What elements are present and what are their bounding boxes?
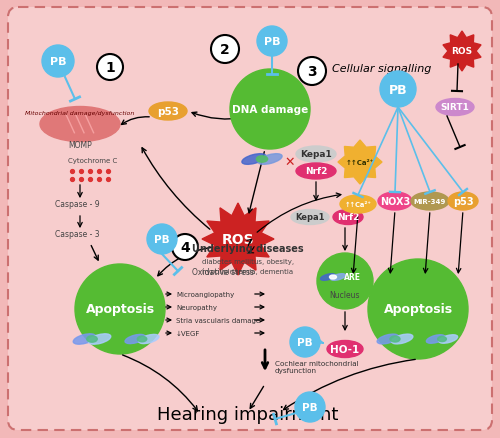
Ellipse shape [242,154,266,165]
Text: PB: PB [302,402,318,412]
Text: Stria vascularis damage: Stria vascularis damage [176,317,260,323]
Text: MIR-349: MIR-349 [414,198,446,205]
Ellipse shape [138,335,159,344]
Ellipse shape [291,210,329,225]
Text: Neuropathy: Neuropathy [176,304,217,310]
Text: ↑↑Ca²⁺: ↑↑Ca²⁺ [344,201,372,208]
Text: ↓VEGF: ↓VEGF [176,330,201,336]
Ellipse shape [438,337,446,342]
Ellipse shape [256,156,268,163]
Circle shape [257,27,287,57]
Text: p53: p53 [157,107,179,117]
Text: 1: 1 [105,61,115,75]
Ellipse shape [87,336,97,343]
Text: hypolipidaemia, dementia: hypolipidaemia, dementia [202,268,294,274]
Polygon shape [338,141,382,184]
Ellipse shape [333,210,363,225]
Text: ✕: ✕ [285,155,295,168]
Ellipse shape [377,334,398,344]
Circle shape [298,58,326,86]
Text: Nrf2: Nrf2 [305,167,327,176]
Text: 4: 4 [180,240,190,254]
Ellipse shape [330,276,336,279]
Circle shape [97,55,123,81]
Ellipse shape [439,335,458,343]
Circle shape [75,265,165,354]
Ellipse shape [340,195,376,213]
Circle shape [230,70,310,150]
Text: 2: 2 [220,43,230,57]
Ellipse shape [436,99,474,116]
Circle shape [317,254,373,309]
Ellipse shape [258,154,282,165]
Ellipse shape [392,334,413,344]
Text: Cellular signalling: Cellular signalling [332,64,432,74]
Text: Kepa1: Kepa1 [295,213,325,222]
Text: ROS: ROS [452,47,472,57]
Ellipse shape [149,103,187,121]
Circle shape [211,36,239,64]
Ellipse shape [411,193,449,211]
Text: ↑↑Ca²⁺: ↑↑Ca²⁺ [346,159,374,166]
Circle shape [290,327,320,357]
Text: Cochlear mitochondrial
dysfunction: Cochlear mitochondrial dysfunction [275,360,358,374]
Circle shape [147,225,177,254]
Text: Oxidative stress: Oxidative stress [192,267,254,276]
Ellipse shape [296,147,336,162]
Ellipse shape [330,274,345,281]
Text: Apoptosis: Apoptosis [384,303,452,316]
Text: SIRT1: SIRT1 [440,103,470,112]
Polygon shape [202,204,274,276]
Ellipse shape [390,336,400,342]
Text: Caspase - 9: Caspase - 9 [55,200,100,208]
Ellipse shape [137,336,147,342]
Text: MOMP: MOMP [68,141,92,150]
Ellipse shape [125,335,146,344]
Ellipse shape [426,335,445,343]
Text: 3: 3 [307,65,317,79]
Text: HO-1: HO-1 [330,344,360,354]
Text: ROS: ROS [222,233,254,247]
Ellipse shape [448,193,478,211]
Text: PB: PB [297,337,313,347]
Text: Microangiopathy: Microangiopathy [176,291,234,297]
Text: Nucleus: Nucleus [330,290,360,299]
Ellipse shape [73,334,96,344]
Text: PB: PB [50,57,66,67]
Ellipse shape [378,193,412,211]
Ellipse shape [327,341,363,358]
FancyBboxPatch shape [8,8,492,430]
Circle shape [295,392,325,422]
Text: diabetes mellitus, obesity,: diabetes mellitus, obesity, [202,258,294,265]
Polygon shape [443,32,481,72]
Text: Nrf2: Nrf2 [337,213,359,222]
Text: p53: p53 [452,197,473,207]
Text: Mitochondrial damage/dysfunction: Mitochondrial damage/dysfunction [26,111,134,116]
Text: Hearing impairment: Hearing impairment [158,405,338,423]
Text: DNA damage: DNA damage [232,105,308,115]
Text: Cytochrome C: Cytochrome C [68,158,117,164]
Circle shape [42,46,74,78]
Text: NOX3: NOX3 [380,197,410,207]
Circle shape [380,72,416,108]
Text: Kepa1: Kepa1 [300,150,332,159]
Circle shape [172,234,198,261]
Ellipse shape [296,164,336,180]
Text: PB: PB [264,37,280,47]
Circle shape [368,259,468,359]
Text: Underlying diseases: Underlying diseases [192,244,304,254]
Text: PB: PB [388,83,407,96]
Text: ARE: ARE [344,273,360,282]
Text: Caspase - 3: Caspase - 3 [55,230,100,238]
Text: Apoptosis: Apoptosis [86,303,154,316]
Ellipse shape [88,334,111,344]
Ellipse shape [320,274,336,281]
Ellipse shape [40,107,120,142]
Text: PB: PB [154,234,170,244]
